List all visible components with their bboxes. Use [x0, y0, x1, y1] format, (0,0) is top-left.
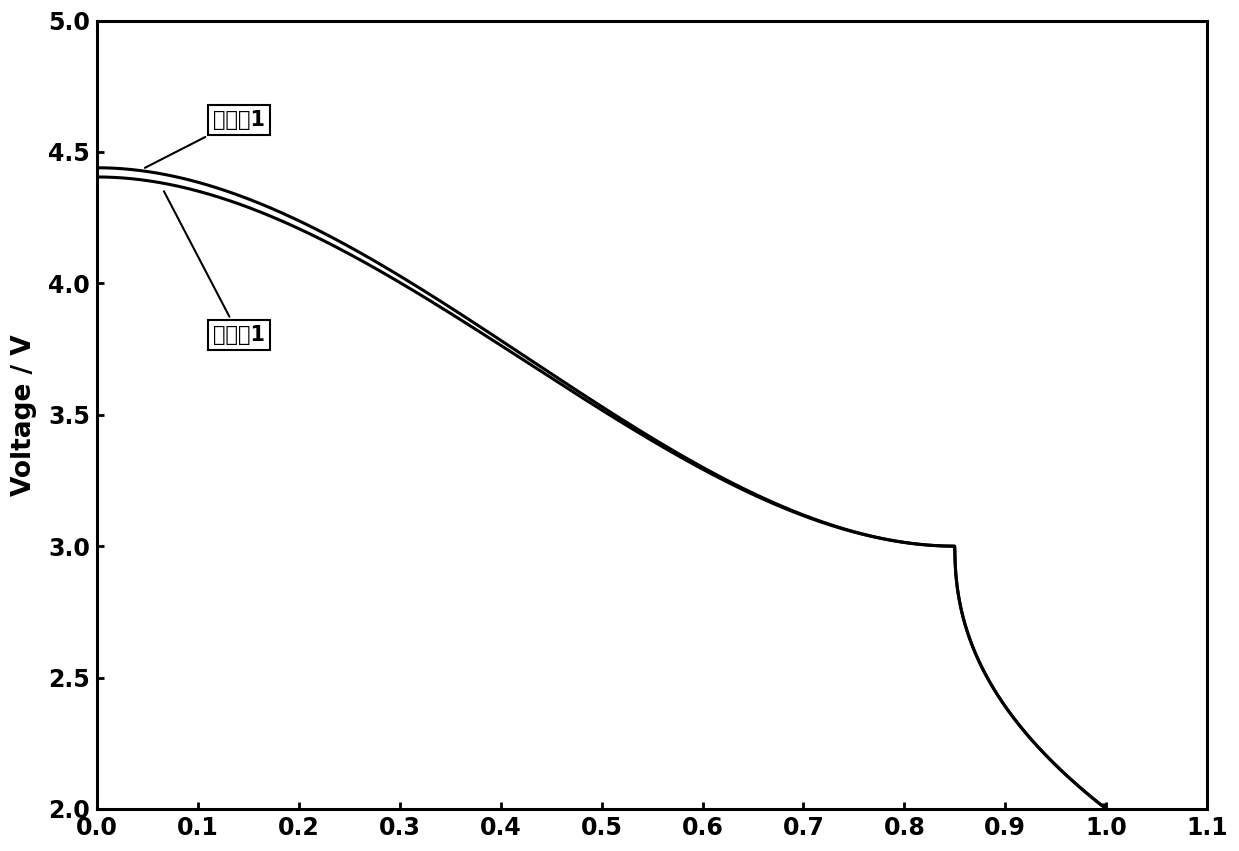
Y-axis label: Voltage / V: Voltage / V	[11, 334, 37, 495]
Text: 实施例1: 实施例1	[164, 191, 265, 346]
Text: 对比例1: 对比例1	[145, 110, 265, 168]
